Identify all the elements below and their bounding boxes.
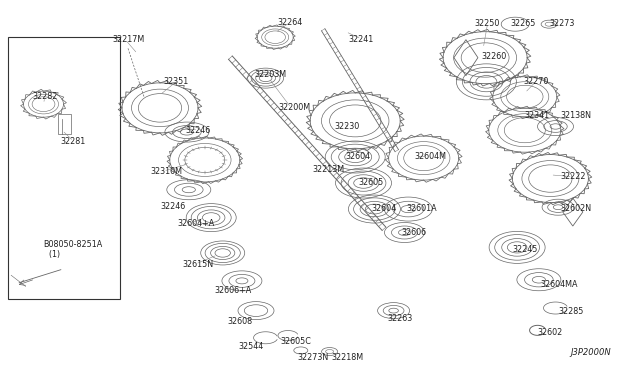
Text: 32608: 32608 — [227, 317, 252, 326]
Text: 32341: 32341 — [525, 111, 550, 120]
Text: 32602: 32602 — [538, 328, 563, 337]
Text: 32273N: 32273N — [298, 353, 329, 362]
Bar — [8, 37, 120, 299]
Text: 32605: 32605 — [358, 178, 383, 187]
Text: 32246: 32246 — [186, 126, 211, 135]
Text: 32250: 32250 — [475, 19, 500, 28]
Text: 32138N: 32138N — [560, 111, 591, 120]
Text: 32222: 32222 — [560, 172, 586, 181]
Text: 32606+A: 32606+A — [214, 286, 252, 295]
Text: 32230: 32230 — [335, 122, 360, 131]
Text: 32605C: 32605C — [280, 337, 311, 346]
Text: 32270: 32270 — [524, 77, 549, 86]
Text: 32606: 32606 — [402, 228, 427, 237]
Text: 32218M: 32218M — [332, 353, 364, 362]
Text: 32310M: 32310M — [150, 167, 182, 176]
Text: 32601A: 32601A — [406, 204, 437, 213]
Text: 32241: 32241 — [349, 35, 374, 44]
Text: 32602N: 32602N — [560, 204, 591, 213]
Text: 32604M: 32604M — [415, 153, 447, 161]
Text: 32544: 32544 — [238, 342, 263, 351]
Text: 32263: 32263 — [387, 314, 412, 323]
Text: 32604+A: 32604+A — [178, 219, 215, 228]
Text: 32604: 32604 — [371, 204, 396, 213]
Text: 32285: 32285 — [558, 307, 584, 316]
Text: 32203M: 32203M — [255, 70, 287, 79]
Text: 32200M: 32200M — [278, 103, 310, 112]
Bar — [58, 114, 70, 134]
Text: 32260: 32260 — [481, 52, 506, 61]
Text: 32246: 32246 — [160, 202, 185, 211]
Text: 32351: 32351 — [163, 77, 188, 86]
Text: 32282: 32282 — [32, 92, 58, 101]
Text: B08050-8251A
  (1): B08050-8251A (1) — [44, 240, 103, 259]
Text: 32281: 32281 — [61, 137, 86, 146]
Text: 32213M: 32213M — [312, 165, 344, 174]
Text: 32604MA: 32604MA — [541, 280, 579, 289]
Text: 32217M: 32217M — [112, 35, 144, 44]
Text: 32265: 32265 — [511, 19, 536, 28]
Text: J3P2000N: J3P2000N — [571, 348, 611, 357]
Text: 32604: 32604 — [346, 152, 371, 161]
Text: 32245: 32245 — [512, 245, 538, 254]
Text: 32273: 32273 — [549, 19, 575, 28]
Text: 32264: 32264 — [277, 18, 302, 27]
Text: 32615N: 32615N — [182, 260, 214, 269]
